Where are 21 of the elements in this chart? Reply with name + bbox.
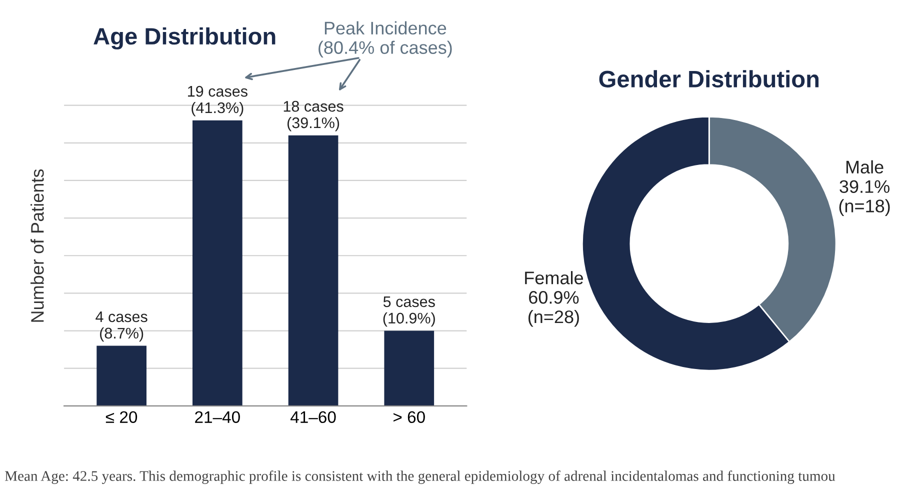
data-label: 4 cases (8.7%)	[96, 311, 148, 342]
data-label: 39.1% (n=18)	[839, 180, 890, 216]
data-label: 5 cases (10.9%)	[383, 296, 435, 327]
bar	[384, 330, 434, 406]
text: Mean Age: 42.5 years. This demographic profile is consistent with the general epidemiology of adrenal incidentalomas and functioning tumou	[4, 470, 836, 484]
data-label: 19 cases (41.3%)	[188, 86, 248, 116]
chart-title: Age Distribution	[94, 27, 276, 50]
data-label: 60.9% (n=28)	[528, 291, 579, 327]
bar	[96, 346, 146, 406]
chart-title: Gender Distribution	[599, 70, 819, 88]
x-tick-label: 21–40	[195, 411, 240, 424]
x-tick-label: > 60	[394, 411, 425, 424]
bar	[192, 120, 242, 406]
text: Peak Incidence (80.4% of cases)	[318, 21, 452, 58]
y-axis-title: Number of Patients	[30, 169, 44, 322]
x-tick-label: ≤ 20	[106, 411, 138, 424]
slice-label: Female	[525, 271, 584, 284]
slice-label: Male	[846, 160, 884, 174]
bar	[288, 135, 338, 406]
data-label: 18 cases (39.1%)	[284, 100, 344, 132]
x-tick-label: 41–60	[290, 411, 336, 424]
